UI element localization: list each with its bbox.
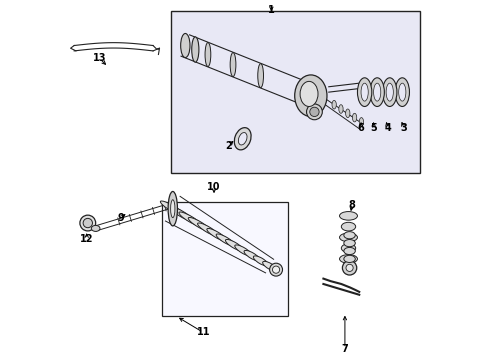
Text: 3: 3 bbox=[400, 123, 407, 133]
Ellipse shape bbox=[160, 201, 185, 216]
Ellipse shape bbox=[343, 247, 355, 255]
Text: 13: 13 bbox=[92, 53, 106, 63]
Ellipse shape bbox=[204, 42, 210, 67]
Ellipse shape bbox=[309, 107, 319, 117]
Ellipse shape bbox=[300, 81, 317, 107]
Ellipse shape bbox=[80, 215, 96, 231]
Ellipse shape bbox=[369, 78, 384, 107]
Ellipse shape bbox=[352, 113, 356, 122]
Ellipse shape bbox=[341, 244, 355, 252]
Ellipse shape bbox=[191, 37, 199, 62]
Ellipse shape bbox=[339, 212, 357, 220]
Ellipse shape bbox=[342, 261, 356, 275]
Ellipse shape bbox=[170, 200, 175, 218]
Text: 2: 2 bbox=[224, 141, 231, 151]
Text: 4: 4 bbox=[384, 123, 390, 133]
Ellipse shape bbox=[341, 222, 355, 231]
Ellipse shape bbox=[346, 264, 352, 271]
Ellipse shape bbox=[382, 78, 396, 107]
Ellipse shape bbox=[238, 132, 246, 145]
Ellipse shape bbox=[272, 266, 279, 273]
Ellipse shape bbox=[331, 100, 336, 109]
Text: 7: 7 bbox=[341, 343, 347, 354]
Ellipse shape bbox=[216, 234, 235, 246]
Ellipse shape bbox=[343, 231, 355, 239]
Ellipse shape bbox=[269, 263, 282, 276]
Ellipse shape bbox=[225, 239, 243, 251]
Ellipse shape bbox=[188, 217, 210, 231]
Text: 12: 12 bbox=[80, 234, 93, 244]
Ellipse shape bbox=[360, 83, 367, 101]
Ellipse shape bbox=[386, 83, 392, 101]
Text: 11: 11 bbox=[196, 327, 209, 337]
Ellipse shape bbox=[343, 255, 355, 262]
Ellipse shape bbox=[398, 83, 405, 101]
Text: 9: 9 bbox=[117, 213, 124, 222]
Ellipse shape bbox=[168, 192, 177, 226]
Ellipse shape bbox=[257, 64, 263, 88]
Ellipse shape bbox=[206, 229, 226, 241]
Ellipse shape bbox=[234, 128, 250, 150]
Ellipse shape bbox=[373, 83, 380, 101]
Ellipse shape bbox=[345, 109, 349, 118]
Ellipse shape bbox=[91, 225, 100, 231]
Text: 8: 8 bbox=[348, 200, 355, 210]
Text: 5: 5 bbox=[369, 123, 376, 133]
Ellipse shape bbox=[306, 104, 322, 120]
Ellipse shape bbox=[230, 53, 235, 77]
Ellipse shape bbox=[197, 223, 218, 236]
Ellipse shape bbox=[179, 212, 202, 226]
Ellipse shape bbox=[253, 256, 268, 266]
Text: 10: 10 bbox=[207, 182, 220, 192]
Ellipse shape bbox=[180, 33, 190, 58]
Text: 6: 6 bbox=[357, 123, 364, 133]
Ellipse shape bbox=[339, 233, 357, 242]
Ellipse shape bbox=[357, 78, 371, 107]
Ellipse shape bbox=[234, 245, 251, 256]
Ellipse shape bbox=[343, 239, 355, 247]
Ellipse shape bbox=[394, 78, 408, 107]
Bar bbox=[162, 202, 287, 316]
Ellipse shape bbox=[169, 207, 193, 221]
Text: 1: 1 bbox=[267, 5, 274, 15]
Ellipse shape bbox=[359, 118, 363, 126]
Ellipse shape bbox=[244, 251, 260, 261]
Ellipse shape bbox=[83, 219, 92, 228]
Ellipse shape bbox=[338, 105, 343, 113]
Bar bbox=[171, 12, 419, 173]
Ellipse shape bbox=[262, 261, 276, 271]
Ellipse shape bbox=[339, 255, 357, 263]
Ellipse shape bbox=[294, 75, 326, 117]
